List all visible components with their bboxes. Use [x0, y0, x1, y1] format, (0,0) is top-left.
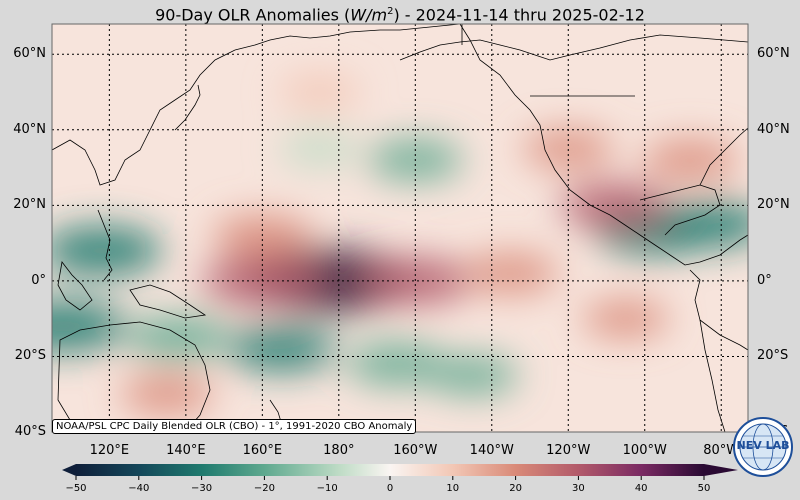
coastline-chile — [699, 319, 726, 432]
colorbar-label-3: −20 — [253, 483, 275, 494]
data-credit: NOAA/PSL CPC Daily Blended OLR (CBO) - 1… — [52, 419, 417, 434]
colorbar-label-4: −10 — [316, 483, 338, 494]
lon-label-6: 120°W — [546, 443, 591, 458]
coastline-gulf-mexico — [639, 184, 721, 236]
colorbar-label-9: 40 — [634, 483, 648, 494]
lat-label-right-3: 0° — [757, 272, 772, 288]
coastline-north-america — [459, 24, 748, 266]
colorbar-label-5: 0 — [386, 483, 394, 494]
colorbar-label-6: 10 — [446, 483, 460, 494]
graticule — [52, 24, 748, 432]
lon-label-4: 160°W — [393, 443, 438, 458]
colorbar-label-8: 30 — [572, 483, 585, 494]
anomaly-region-1 — [52, 300, 127, 353]
lat-label-right-2: 20°N — [757, 197, 790, 213]
anomaly-region-20 — [582, 299, 669, 338]
coastline-new-guinea — [129, 284, 207, 319]
lat-label-right-4: 20°S — [757, 348, 789, 364]
map-title: 90-Day OLR Anomalies (W/m2) - 2024-11-14… — [155, 5, 645, 25]
lon-label-8: 80°W — [703, 443, 740, 458]
colorbar-label-0: −50 — [65, 483, 87, 494]
lat-label-right-0: 60°N — [757, 46, 790, 62]
lat-label-left-1: 40°N — [13, 121, 46, 137]
coastline-east-us — [699, 127, 748, 186]
globe-logo-icon: NEV LAB — [733, 417, 793, 477]
anomaly-region-18 — [120, 374, 214, 415]
lon-label-7: 100°W — [622, 443, 667, 458]
coastline-alaska — [399, 34, 748, 61]
colorbar-label-7: 20 — [509, 483, 522, 494]
lat-label-right-1: 40°N — [757, 121, 790, 137]
lon-label-2: 160°E — [242, 443, 283, 458]
lat-label-left-0: 60°N — [13, 46, 46, 62]
anomaly-region-9 — [659, 201, 748, 248]
anomaly-region-15 — [559, 182, 669, 229]
lon-label-3: 180° — [323, 443, 355, 458]
lat-label-left-4: 20°S — [14, 348, 46, 364]
lon-label-1: 140°E — [166, 443, 206, 458]
colorbar-label-1: −40 — [128, 483, 150, 494]
anomaly-field — [52, 74, 748, 415]
lat-label-left-3: 0° — [31, 272, 46, 288]
anomaly-region-0 — [52, 225, 163, 276]
colorbar-min-arrow — [62, 464, 76, 476]
coastline-borneo — [57, 261, 93, 311]
colorbar-max-arrow — [704, 464, 738, 476]
lat-label-left-5: 40°S — [14, 424, 46, 439]
colorbar-label-10: 50 — [697, 483, 711, 494]
coastline-japan — [174, 84, 201, 131]
lon-label-5: 140°W — [469, 443, 514, 458]
anomaly-region-19 — [278, 74, 361, 110]
coastline-asia — [52, 24, 461, 186]
colorbar — [76, 464, 704, 476]
lat-label-left-2: 20°N — [13, 197, 46, 213]
anomaly-region-13 — [463, 252, 559, 294]
colorbar-label-2: −30 — [191, 483, 213, 494]
anomaly-region-5 — [427, 355, 519, 395]
anomaly-region-4 — [346, 342, 446, 386]
logo-text: NEV LAB — [737, 439, 790, 452]
anomaly-region-2 — [126, 315, 231, 360]
anomaly-region-16 — [643, 139, 739, 181]
anomaly-region-7 — [278, 130, 361, 167]
colorbar-ticks — [75, 476, 705, 480]
lon-label-0: 120°E — [89, 443, 130, 458]
coastline-philippines — [97, 209, 113, 281]
anomaly-region-3 — [227, 326, 336, 372]
anomaly-region-17 — [522, 129, 614, 169]
